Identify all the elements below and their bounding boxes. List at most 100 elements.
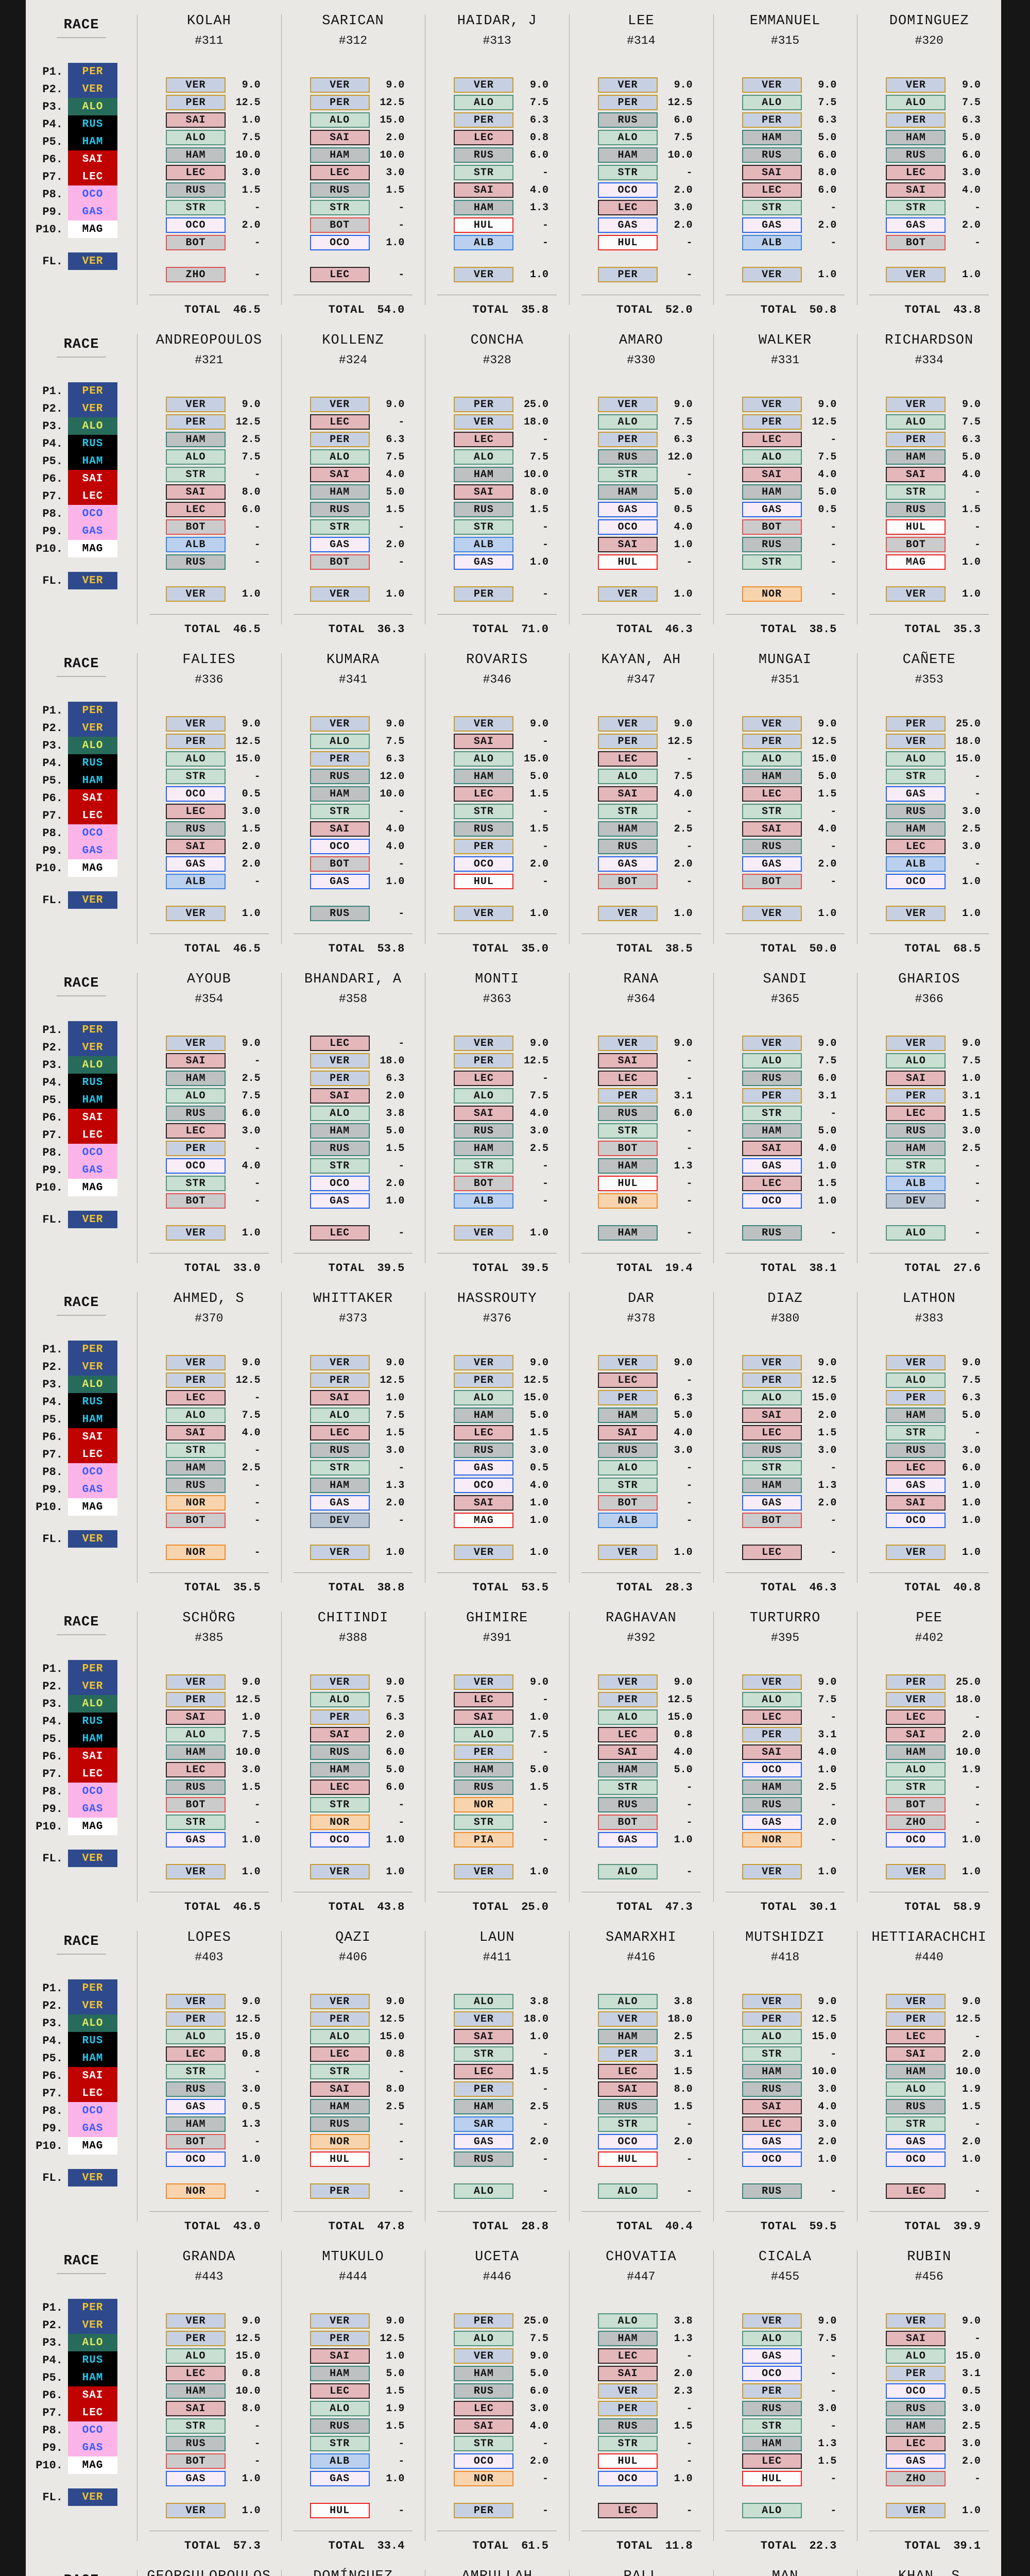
total-label: TOTAL xyxy=(184,942,221,955)
prediction-driver-chip: STR xyxy=(886,1425,946,1440)
points-value: 6.3 xyxy=(386,753,405,765)
prediction-driver-chip: HAM xyxy=(166,1071,226,1086)
prediction-driver-chip: HUL xyxy=(886,519,946,535)
points-value: 12.5 xyxy=(812,735,837,748)
prediction-row: SAI 1.0 xyxy=(569,536,713,553)
points-value: - xyxy=(254,2065,261,2078)
prediction-driver-chip: STR xyxy=(886,2116,946,2132)
prediction-driver-chip: LEC xyxy=(166,804,226,819)
prediction-row: SAI 2.0 xyxy=(137,838,281,855)
points-value: 4.0 xyxy=(674,1746,693,1758)
prediction-row: RUS 6.0 xyxy=(713,146,857,164)
player-name: RAGHAVAN xyxy=(606,1611,677,1626)
position-label: P6. xyxy=(42,152,63,166)
player-entry-number: #378 xyxy=(627,1312,656,1325)
prediction-driver-chip: RUS xyxy=(454,2383,514,2399)
prediction-row: BOT - xyxy=(137,234,281,251)
prediction-row: HAM 10.0 xyxy=(857,2063,1001,2080)
result-driver-chip: OCO xyxy=(68,2102,117,2120)
prediction-driver-chip: DEV xyxy=(886,1193,946,1209)
prediction-driver-chip: PER xyxy=(454,2313,514,2329)
points-value: 3.0 xyxy=(530,2402,549,2415)
result-driver-chip: GAS xyxy=(68,1481,117,1498)
total-label: TOTAL xyxy=(184,623,221,636)
player-name: GEORGULOPOULOS xyxy=(137,2569,281,2576)
prediction-row: ALO 15.0 xyxy=(425,1389,569,1406)
points-value: - xyxy=(254,1816,261,1828)
player-header: MTUKULO #444 xyxy=(281,2249,425,2312)
result-position-row: P6. SAI xyxy=(26,2067,137,2084)
prediction-driver-chip: ALO xyxy=(742,449,802,465)
prediction-row: ALO 7.5 xyxy=(569,768,713,785)
position-label: P4. xyxy=(42,1395,63,1409)
prediction-row: PER 12.5 xyxy=(281,2010,425,2028)
prediction-rows: VER 9.0 ALO 7.5 GAS - OCO - PER - RUS 3.… xyxy=(713,2312,857,2487)
prediction-driver-chip: RUS xyxy=(454,1443,514,1458)
prediction-rows: VER 9.0 PER 12.5 ALO 15.0 STR - OCO 0.5 … xyxy=(137,715,281,890)
position-label: P2. xyxy=(42,1680,63,1693)
points-value: - xyxy=(254,1177,261,1190)
total-row: TOTAL 35.0 xyxy=(425,942,569,955)
position-label: P5. xyxy=(42,1413,63,1426)
points-value: - xyxy=(830,2385,837,2397)
points-value: 1.0 xyxy=(386,236,405,249)
prediction-driver-chip: HAM xyxy=(166,2116,226,2132)
points-value: 2.0 xyxy=(818,219,837,231)
result-position-row: P2. VER xyxy=(26,1997,137,2014)
position-label: P7. xyxy=(42,1448,63,1461)
result-driver-chip: RUS xyxy=(68,1074,117,1091)
prediction-driver-chip: ALO xyxy=(310,1106,370,1121)
prediction-row: STR - xyxy=(713,553,857,571)
position-label: P2. xyxy=(42,1360,63,1374)
prediction-row: BOT - xyxy=(569,1494,713,1512)
position-label: P1. xyxy=(42,2301,63,2314)
points-value: - xyxy=(686,268,693,281)
player-header: MONTI #363 xyxy=(425,972,569,1035)
prediction-row: VER 9.0 xyxy=(713,2312,857,2330)
points-value: 9.0 xyxy=(386,1357,405,1369)
position-label: P1. xyxy=(42,1343,63,1356)
prediction-row: GAS 0.5 xyxy=(569,501,713,518)
points-value: 1.5 xyxy=(242,1781,261,1793)
prediction-row: GAS 0.5 xyxy=(425,1459,569,1477)
prediction-driver-chip: HAM xyxy=(598,2029,658,2044)
points-value: 1.0 xyxy=(386,1866,405,1878)
points-value: 2.0 xyxy=(674,184,693,196)
points-value: - xyxy=(974,858,981,870)
position-label: P9. xyxy=(42,1483,63,1496)
player-header: CHOVATIA #447 xyxy=(569,2249,713,2312)
points-value: 7.5 xyxy=(386,1409,405,1421)
points-value: - xyxy=(254,1799,261,1811)
points-value: - xyxy=(974,1711,981,1723)
total-label: TOTAL xyxy=(616,2539,654,2552)
prediction-row: RUS 1.5 xyxy=(425,820,569,838)
player-column: DOMÍNGUEZ #458 PER 25.0 VER 18.0 SAI 1.0… xyxy=(281,2555,425,2576)
points-value: 9.0 xyxy=(530,1676,549,1688)
prediction-driver-chip: PER xyxy=(742,734,802,749)
points-value: - xyxy=(254,1142,261,1155)
prediction-row: HAM 5.0 xyxy=(713,768,857,785)
total-label: TOTAL xyxy=(904,1901,941,1913)
prediction-row: SAI 4.0 xyxy=(857,466,1001,483)
points-value: - xyxy=(542,236,549,249)
total-label: TOTAL xyxy=(904,2539,941,2552)
prediction-row: PER 12.5 xyxy=(569,94,713,111)
fastest-lap-row: LEC - xyxy=(281,1224,425,1242)
prediction-driver-chip: OCO xyxy=(454,2453,514,2469)
points-value: 9.0 xyxy=(818,1037,837,1049)
points-value: - xyxy=(398,219,405,231)
fastest-lap-row: PER - xyxy=(569,266,713,283)
points-value: 1.5 xyxy=(242,823,261,835)
player-name: LEE xyxy=(628,13,655,29)
prediction-row: ALO 3.8 xyxy=(281,1105,425,1122)
result-driver-chip: PER xyxy=(68,702,117,719)
points-value: 4.0 xyxy=(818,1142,837,1155)
prediction-driver-chip: VER xyxy=(598,2383,658,2399)
points-value: - xyxy=(254,2185,261,2197)
prediction-row: ALO 7.5 xyxy=(713,2330,857,2347)
points-value: 2.0 xyxy=(386,1728,405,1741)
prediction-row: HUL - xyxy=(857,518,1001,536)
prediction-driver-chip: HAM xyxy=(166,147,226,163)
prediction-driver-chip: STR xyxy=(886,769,946,784)
prediction-row: SAI 1.0 xyxy=(425,1494,569,1512)
